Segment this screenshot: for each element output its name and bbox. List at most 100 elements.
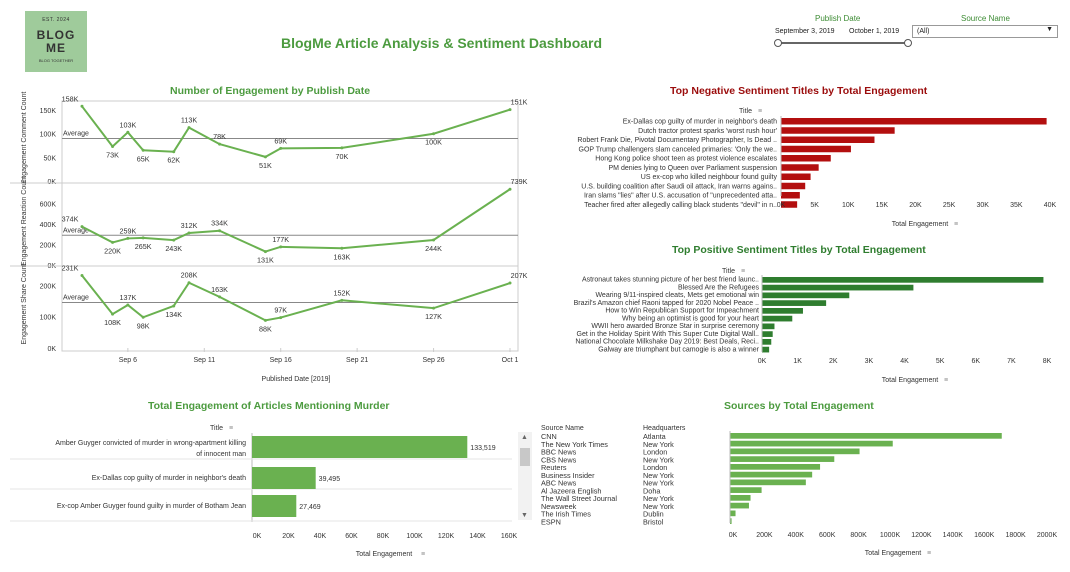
bar [762,300,827,306]
category-label: Ex-cop Amber Guyger found guilty in murd… [57,503,246,510]
x-tick-label: 25K [943,202,956,209]
data-point [187,281,191,285]
data-point [432,132,436,136]
category-label: Iran slams "lies" after U.S. accusation … [584,193,777,200]
x-tick-label: 3K [865,358,874,365]
data-label: 220K [104,246,121,255]
data-label: 163K [333,252,350,261]
bar [730,456,835,462]
data-point [187,126,191,130]
data-point [172,304,176,308]
data-label: 163K [211,285,228,294]
headquarters: New York [643,455,674,464]
bar [730,510,736,517]
y-tick-label: 200K [40,283,57,290]
bar [781,145,851,153]
value-label: 27,469 [299,504,321,511]
data-point [508,108,512,112]
y-tick-label: 50K [44,155,57,162]
category-header: Title [739,108,752,115]
data-label: 739K [511,177,528,186]
category-label: Wearing 9/11-inspired cleats, Mets get e… [595,292,759,299]
x-axis-title: Total Engagement [356,551,412,558]
bar [730,479,806,486]
x-tick-label: 60K [345,533,358,540]
category-label: of innocent man [196,451,246,458]
data-label: 73K [106,150,119,159]
scrollbar[interactable]: ▲ ▼ [518,432,532,520]
sort-icon: ≡ [954,221,958,228]
data-label: 231K [62,264,79,273]
date-start-value[interactable]: September 3, 2019 [775,28,835,35]
y-tick-label: 0K [47,346,56,353]
data-point [508,187,512,191]
data-point [218,295,222,299]
data-point [263,318,267,322]
category-label: US ex-cop who killed neighbour found gui… [641,174,778,181]
y-tick-label: 150K [40,108,57,115]
data-label: 134K [165,310,182,319]
data-label: 374K [62,215,79,224]
engagement-line-chart-title: Number of Engagement by Publish Date [170,85,371,97]
data-point [340,246,344,250]
x-tick-label: 1200K [911,532,932,539]
data-label: 70K [335,152,348,161]
data-point [432,238,436,242]
data-point [141,236,145,240]
bar [730,471,813,478]
headquarters: Atlanta [643,432,667,441]
bar [781,127,895,134]
category-label: Galway are triumphant but camogie is als… [598,346,759,353]
data-label: 127K [425,312,442,321]
panel-y-axis-label: Engagement Reaction Count [21,176,28,266]
data-label: 151K [511,98,528,107]
scroll-thumb[interactable] [520,448,530,466]
y-tick-label: 400K [40,222,57,229]
y-tick-label: 100K [40,315,57,322]
date-range-slider[interactable] [774,39,912,47]
x-tick-label: 6K [971,358,980,365]
data-point [126,303,130,307]
data-label: 312K [181,221,198,230]
category-header: Headquarters [643,425,686,432]
x-axis-title: Total Engagement [882,377,938,384]
x-tick-label: Sep 26 [422,357,444,364]
y-tick-label: 600K [40,201,57,208]
scroll-down-icon[interactable]: ▼ [521,512,528,519]
bar [781,192,800,199]
data-label: 158K [62,94,79,103]
source-selected-value: (All) [917,28,930,35]
x-tick-label: 1800K [1005,532,1026,539]
data-label: 78K [213,132,226,141]
x-tick-label: 160K [501,533,518,540]
category-header: Title [210,425,223,432]
x-tick-label: 0K [729,532,738,539]
x-tick-label: 1000K [880,532,901,539]
x-tick-label: 0K [777,202,786,209]
average-label: Average [63,227,89,234]
data-point [263,155,267,159]
source-name-filter-label: Source Name [961,14,1010,23]
category-label: Robert Frank Die, Pivotal Documentary Ph… [577,137,777,144]
category-label: Amber Guyger convicted of murder in wron… [55,440,246,447]
x-tick-label: 10K [842,202,855,209]
scroll-up-icon[interactable]: ▲ [521,434,528,441]
headquarters: London [643,463,667,472]
source-name-dropdown[interactable]: (All) ▼ [912,25,1058,38]
data-point [126,130,130,134]
bar [781,182,806,190]
bar [762,315,793,322]
x-tick-label: 2K [829,358,838,365]
data-label: 208K [181,271,198,280]
headquarters: Dublin [643,510,664,519]
chevron-down-icon[interactable]: ▼ [1046,26,1053,33]
headquarters: New York [643,479,674,488]
category-label: National Chocolate Milkshake Day 2019: B… [575,339,759,346]
x-tick-label: Sep 21 [346,357,368,364]
data-point [111,240,115,244]
date-end-value[interactable]: October 1, 2019 [849,28,900,35]
data-point [126,236,130,240]
x-tick-label: 5K [810,202,819,209]
x-axis-title: Total Engagement [892,221,948,228]
data-label: 100K [425,138,442,147]
